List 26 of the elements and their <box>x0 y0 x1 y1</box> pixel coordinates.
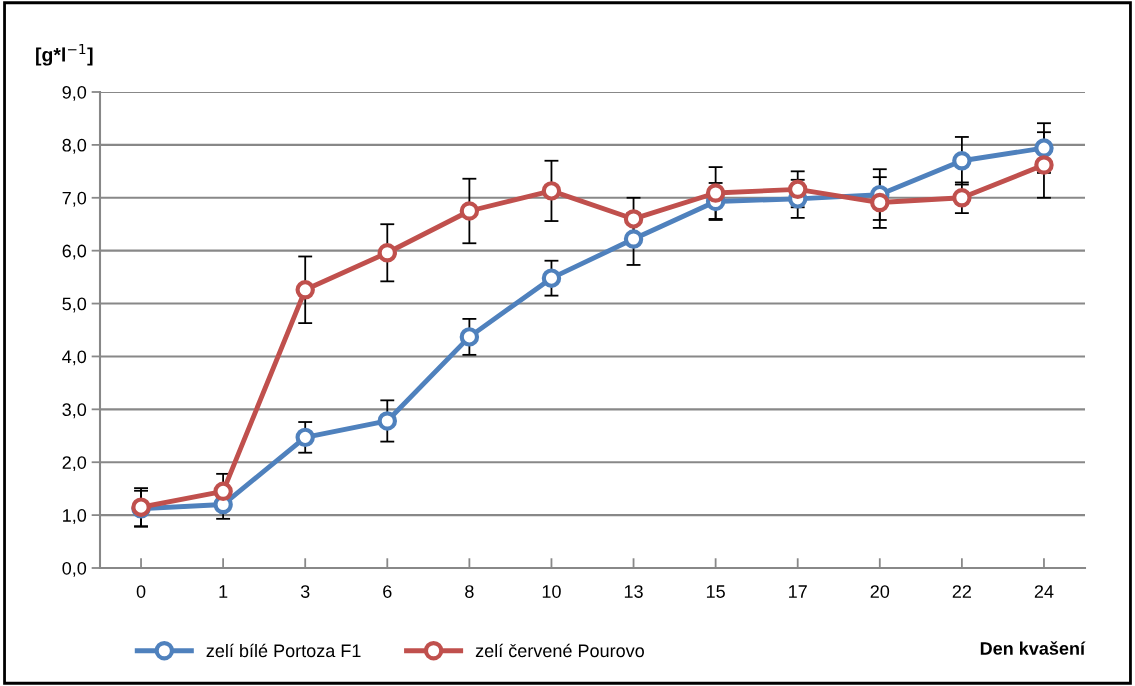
x-tick-label: 17 <box>789 585 807 598</box>
y-axis-title: [g*l$^{−1}$] <box>36 44 93 66</box>
x-tick-label: 15 <box>706 585 725 598</box>
x-tick-label: 10 <box>542 585 561 598</box>
x-tick-label: 22 <box>952 585 972 598</box>
y-tick-label: 5,0 <box>62 297 87 313</box>
y-tick-label: 3,0 <box>62 403 87 419</box>
y-tick-label: 4,0 <box>62 350 87 366</box>
x-tick-label: 6 <box>383 585 392 598</box>
y-tick-label: 9,0 <box>62 85 87 101</box>
x-tick-label: 13 <box>624 585 643 598</box>
y-tick-label: 2,0 <box>62 456 87 472</box>
y-tick-label: 1,0 <box>63 509 87 524</box>
y-tick-label: 6,0 <box>62 244 87 260</box>
x-tick-label: 0 <box>136 585 146 598</box>
x-tick-label: 3 <box>300 585 310 598</box>
y-tick-label: 0,0 <box>62 561 87 577</box>
legend-label: zelí bílé Portoza F1 <box>206 643 361 658</box>
y-tick-label: 8,0 <box>62 138 87 154</box>
legend-label: zelí červené Pourovo <box>475 643 644 658</box>
x-axis-title: Den kvašení <box>980 641 1086 655</box>
y-tick-label: 7,0 <box>62 191 87 207</box>
x-tick-label: 20 <box>870 585 890 598</box>
x-tick-label: 8 <box>465 585 474 598</box>
x-tick-label: 24 <box>1034 585 1054 598</box>
x-tick-label: 1 <box>219 585 228 598</box>
